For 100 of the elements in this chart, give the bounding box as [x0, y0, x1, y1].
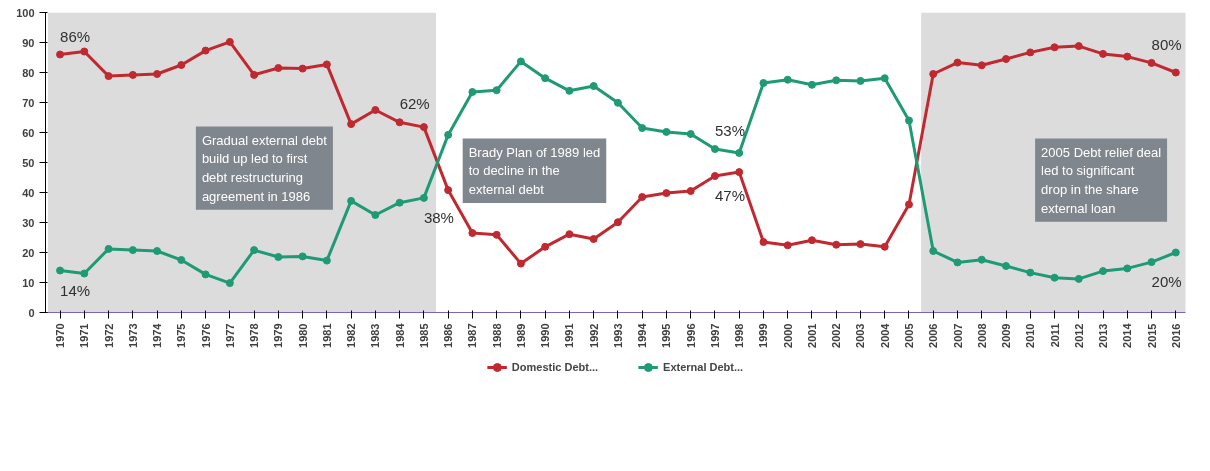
point [80, 269, 89, 278]
point [759, 238, 768, 246]
x-tick-label: 1990 [539, 323, 552, 348]
point [444, 186, 453, 195]
point [1026, 48, 1035, 57]
x-tick-label: 1989 [514, 323, 527, 348]
point [686, 187, 695, 195]
x-tick-label: 2005 [902, 323, 915, 348]
point [541, 242, 550, 251]
x-tick-label: 2012 [1072, 323, 1085, 348]
annotation: 47% [714, 187, 745, 204]
point [225, 37, 234, 46]
point [419, 193, 428, 202]
point [1002, 55, 1011, 63]
x-tick-label: 2000 [781, 323, 794, 348]
point [298, 64, 307, 73]
point [104, 244, 113, 253]
point [929, 70, 938, 78]
point [128, 246, 137, 255]
annotation: 80% [1151, 35, 1182, 53]
point [735, 168, 744, 177]
x-tick-label: 1980 [296, 323, 309, 348]
x-tick-label: 2014 [1121, 322, 1134, 348]
x-tick-label: 1984 [393, 322, 406, 348]
x-tick-label: 1979 [272, 323, 285, 348]
x-tick-label: 1981 [320, 323, 333, 348]
point [274, 64, 283, 72]
point [177, 61, 186, 69]
point [298, 252, 307, 261]
legend-label: Domestic Debt... [511, 361, 599, 373]
x-tick-label: 1985 [417, 323, 430, 348]
annotation: 38% [423, 208, 454, 226]
x-tick-label: 1993 [611, 323, 624, 348]
x-tick-label: 2015 [1145, 323, 1158, 348]
point [225, 279, 234, 288]
x-tick-label: 1987 [466, 323, 479, 348]
point [1147, 58, 1156, 67]
point [128, 70, 137, 79]
annotation: 2005 Debt relief deal led to significant drop in the share external loan [1041, 144, 1162, 216]
point [565, 86, 574, 95]
point [492, 230, 501, 239]
point [686, 130, 695, 138]
point [880, 242, 889, 251]
x-tick-label: 2010 [1024, 323, 1037, 348]
point [710, 172, 719, 180]
point [104, 72, 113, 81]
point [710, 145, 719, 153]
point [516, 259, 525, 268]
point [807, 236, 816, 245]
point [250, 70, 259, 79]
y-tick-label: 30 [22, 216, 35, 229]
point [953, 58, 962, 67]
annotation: Gradual external debt build up led to first debt restructuring agreement in 1986 [201, 132, 328, 204]
x-tick-label: 2004 [878, 322, 891, 348]
x-tick-label: 2011 [1048, 323, 1061, 348]
point [613, 218, 622, 227]
x-tick-label: 1983 [369, 323, 382, 348]
point [250, 246, 259, 255]
point [929, 247, 938, 255]
annotation: Brady Plan of 1989 led to decline in the external debt [468, 144, 601, 197]
point [807, 80, 816, 89]
point [347, 196, 356, 205]
point [638, 193, 647, 201]
point [347, 120, 356, 129]
y-tick-label: 20 [22, 246, 35, 259]
x-tick-label: 2008 [975, 323, 988, 348]
point [1002, 262, 1011, 270]
point [80, 47, 89, 56]
point [56, 266, 65, 275]
point [662, 189, 671, 198]
point [735, 148, 744, 157]
point [565, 230, 574, 239]
point [638, 124, 647, 132]
point [953, 258, 962, 267]
point [468, 88, 477, 96]
point [977, 61, 986, 70]
x-tick-label: 2006 [927, 323, 940, 348]
x-tick-label: 1970 [54, 323, 67, 348]
x-tick-label: 2016 [1169, 323, 1182, 348]
x-tick-label: 1994 [636, 322, 649, 348]
x-tick-label: 1971 [78, 323, 91, 348]
x-tick-label: 2007 [951, 323, 964, 348]
point [589, 235, 598, 243]
point [444, 130, 453, 139]
point [56, 50, 65, 59]
y-tick-label: 50 [22, 156, 35, 169]
point [1050, 273, 1059, 282]
point [1074, 274, 1083, 283]
point [468, 229, 477, 237]
point [783, 75, 792, 84]
x-tick-label: 1972 [102, 323, 115, 348]
point [856, 76, 865, 85]
y-tick-label: 70 [22, 96, 35, 109]
point [1050, 43, 1059, 52]
x-tick-label: 2003 [854, 323, 867, 348]
x-tick-label: 2001 [805, 323, 818, 348]
point [516, 57, 525, 66]
x-tick-label: 1996 [684, 323, 697, 348]
x-tick-label: 1986 [442, 323, 455, 348]
point [153, 70, 162, 78]
